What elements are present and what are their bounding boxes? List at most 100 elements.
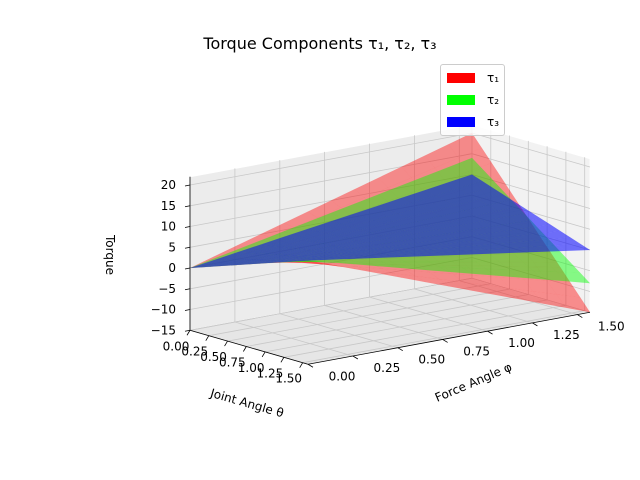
surface-patch-tau1 (409, 256, 444, 266)
surface-patch-tau1 (405, 270, 440, 280)
x-tick (205, 335, 210, 341)
x-tick (299, 362, 304, 368)
y-tick-label: 0.75 (463, 344, 490, 358)
surface-patch-tau2 (556, 271, 591, 284)
surface-patch-tau1 (395, 264, 430, 273)
grid-line-z (189, 257, 591, 310)
surface-patch-tau2 (439, 266, 473, 274)
surface-patch-tau1 (372, 263, 406, 271)
surface-patch-tau1 (499, 277, 534, 292)
surface-patch-tau1 (382, 268, 416, 277)
z-tick-label: 5 (168, 240, 176, 254)
surface-patch-tau1 (362, 258, 397, 265)
legend-label-tau3: τ₃ (487, 115, 500, 129)
z-tick (184, 184, 191, 187)
surface-patch-tau1 (335, 265, 369, 271)
z-tick-label: 0 (168, 261, 176, 275)
y-tick (487, 330, 493, 335)
z-tick-label: −5 (158, 282, 176, 296)
surface-patch-tau2 (301, 260, 336, 262)
surface-patch-tau2 (485, 268, 520, 278)
legend: τ₁ τ₂ τ₃ (440, 64, 505, 136)
legend-swatch-tau3 (447, 117, 475, 127)
surface-patch-tau1 (283, 211, 318, 228)
surface-patch-tau1 (438, 278, 474, 291)
x-tick (261, 351, 266, 358)
surface-patch-tau1 (301, 262, 336, 266)
y-tick-label: 1.25 (553, 328, 580, 342)
surface-patch-tau2 (330, 203, 365, 219)
legend-label-tau1: τ₁ (487, 71, 500, 85)
surface-patch-tau2 (278, 261, 312, 263)
surface-patch-tau1 (348, 263, 383, 269)
surface-patch-tau1 (432, 255, 467, 266)
x-tick-label: 0.00 (163, 339, 190, 353)
surface-patch-tau1 (401, 155, 436, 178)
surface-patch-tau2 (475, 261, 511, 270)
surface-patch-tau2 (532, 270, 567, 282)
surface-patch-tau2 (513, 252, 548, 263)
surface-patch-tau2 (358, 261, 393, 266)
surface-patch-tau2 (509, 269, 544, 280)
surface-patch-tau2 (325, 259, 359, 263)
surface-patch-tau1 (466, 265, 501, 278)
surface-patch-tau1 (556, 294, 591, 313)
x-tick-label: 0.25 (181, 345, 208, 359)
surface-patch-tau1 (415, 276, 450, 287)
surface-patch-tau1 (411, 167, 445, 189)
surface-patch-tau1 (458, 147, 492, 172)
z-tick (184, 329, 191, 332)
surface-patch-tau1 (292, 261, 326, 264)
z-axis-label: Torque (103, 234, 117, 275)
surface-patch-tau1 (307, 200, 342, 218)
surface-patch-tau1 (489, 266, 524, 280)
surface-patch-tau1 (452, 273, 487, 286)
surface-patch-tau2 (368, 263, 403, 269)
y-tick (397, 347, 403, 352)
surface-patch-tau2 (429, 261, 463, 269)
surface-patch-tau2 (377, 185, 412, 202)
surface-patch-tau1 (424, 144, 459, 168)
y-tick-label: 0.50 (418, 353, 445, 367)
surface-patch-tau1 (260, 222, 295, 238)
surface-patch-tau1 (368, 270, 403, 278)
surface-patch-tau1 (536, 266, 571, 283)
surface-patch-tau1 (288, 260, 322, 265)
surface-patch-tau1 (526, 252, 561, 268)
z-tick-label: 10 (161, 220, 176, 234)
surface-patch-tau2 (288, 260, 322, 263)
surface-patch-tau1 (315, 260, 350, 264)
x-tick (280, 357, 285, 363)
surface-patch-tau2 (546, 262, 581, 273)
surface-patch-tau1 (485, 284, 520, 300)
z-tick (184, 288, 191, 291)
surface-patch-tau2 (311, 261, 346, 264)
surface-patch-tau1 (532, 291, 567, 309)
surface-patch-tau1 (428, 271, 464, 283)
surface-patch-tau1 (522, 278, 558, 295)
legend-swatch-tau1 (447, 73, 475, 83)
x-tick-label: 0.75 (219, 355, 246, 369)
y-tick-label: 1.00 (508, 336, 535, 350)
y-tick (442, 339, 448, 343)
surface-patch-tau1 (419, 264, 454, 274)
x-tick (242, 346, 247, 352)
z-tick (184, 309, 191, 311)
surface-patch-tau1 (325, 263, 359, 268)
surface-patch-tau1 (513, 266, 548, 281)
surface-patch-tau1 (311, 263, 346, 268)
y-tick (307, 363, 314, 368)
surface-patch-tau1 (392, 273, 426, 283)
z-tick-label: −10 (151, 303, 176, 317)
x-tick-label: 0.50 (200, 350, 227, 364)
surface-patch-tau2 (401, 176, 436, 194)
surface-patch-tau2 (448, 157, 483, 177)
x-tick-label: 1.25 (257, 366, 284, 380)
surface-patch-tau2 (335, 261, 369, 265)
surface-patch-tau1 (479, 254, 514, 267)
surface-patch-tau2 (395, 256, 430, 263)
surface-patch-tau1 (278, 261, 312, 264)
x-axis-line (189, 329, 309, 365)
